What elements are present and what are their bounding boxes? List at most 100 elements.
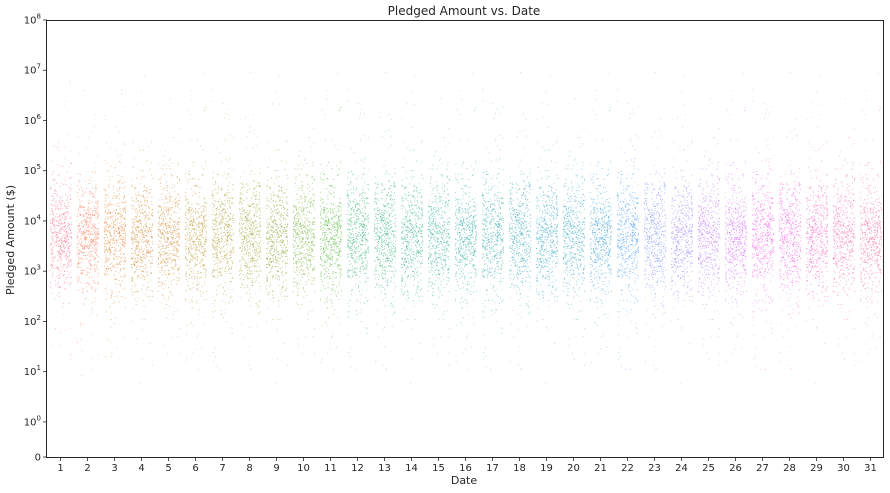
data-point (258, 236, 260, 238)
data-point (301, 274, 302, 276)
data-point (258, 201, 260, 203)
data-point (151, 162, 153, 164)
data-point (276, 226, 278, 227)
data-point (249, 274, 251, 276)
data-point (259, 173, 261, 175)
data-point (158, 281, 160, 283)
data-point (125, 275, 127, 277)
data-point (300, 225, 302, 227)
data-point (171, 234, 173, 236)
data-point (138, 211, 139, 213)
data-point (143, 240, 145, 242)
data-point (106, 226, 108, 228)
data-point (86, 267, 88, 269)
data-point (189, 232, 191, 234)
data-point (274, 257, 276, 259)
data-point (185, 205, 187, 207)
data-point (136, 226, 138, 228)
data-point (224, 193, 226, 195)
data-point (224, 137, 226, 139)
data-point (58, 222, 60, 224)
data-point (247, 215, 249, 216)
data-point (249, 266, 251, 268)
data-point (224, 117, 226, 119)
data-point (97, 261, 99, 263)
data-point (56, 240, 57, 242)
data-point (246, 217, 248, 219)
data-point (254, 231, 256, 233)
data-point (169, 199, 171, 201)
data-point (216, 254, 218, 256)
data-point (306, 162, 308, 164)
data-point (116, 222, 118, 224)
data-point (258, 252, 260, 254)
data-point (59, 296, 61, 298)
data-point (134, 257, 136, 259)
data-point (248, 206, 250, 207)
data-point (257, 215, 259, 217)
data-point (113, 240, 115, 242)
data-point (150, 272, 152, 274)
data-point (92, 239, 94, 241)
data-point (138, 244, 139, 246)
data-point (200, 211, 202, 213)
data-point (221, 300, 223, 302)
data-point (266, 264, 268, 265)
data-point (69, 283, 71, 285)
data-point (253, 229, 255, 230)
data-point (170, 237, 172, 239)
data-point (115, 270, 117, 272)
data-point (284, 192, 286, 194)
data-point (217, 257, 219, 259)
data-point (204, 161, 206, 162)
data-point (53, 178, 55, 180)
data-point (270, 254, 272, 256)
data-point (97, 215, 99, 217)
data-point (119, 224, 121, 226)
data-point (175, 206, 177, 208)
data-point (62, 250, 64, 252)
data-point (55, 241, 57, 243)
data-point (105, 254, 107, 256)
data-point (240, 273, 242, 275)
strip-day-5 (157, 98, 181, 354)
data-point (230, 297, 232, 299)
data-point (148, 260, 150, 262)
data-point (190, 215, 192, 217)
data-point (269, 218, 271, 220)
data-point (178, 228, 180, 230)
data-point (161, 209, 163, 211)
data-point (51, 160, 53, 162)
data-point (51, 209, 53, 211)
data-point (278, 263, 280, 265)
data-point (167, 185, 169, 187)
data-point (245, 226, 247, 228)
data-point (258, 209, 260, 211)
data-point (283, 244, 285, 245)
data-point (161, 253, 163, 255)
data-point (305, 262, 307, 264)
data-point (225, 140, 227, 142)
data-point (269, 253, 271, 255)
data-point (223, 226, 225, 228)
data-point (168, 209, 170, 211)
data-point (200, 247, 202, 249)
data-point (219, 271, 221, 272)
data-point (178, 267, 180, 269)
data-point (188, 268, 190, 270)
data-point (177, 224, 179, 225)
data-point (284, 218, 286, 220)
data-point (66, 255, 68, 257)
data-point (215, 148, 217, 150)
data-point (256, 250, 258, 252)
data-point (94, 208, 96, 209)
data-point (217, 274, 219, 276)
data-point (91, 286, 93, 288)
data-point (131, 239, 133, 241)
data-point (273, 229, 274, 231)
data-point (120, 247, 121, 249)
data-point (145, 225, 147, 227)
data-point (219, 214, 221, 216)
data-point (65, 100, 67, 102)
data-point (285, 263, 286, 265)
